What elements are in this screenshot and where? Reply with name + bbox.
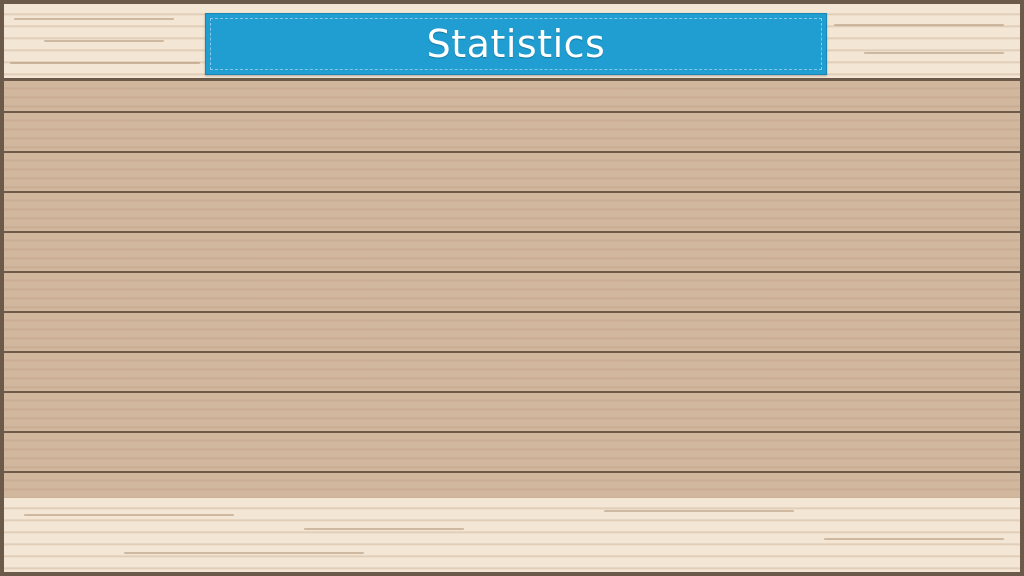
wood-plank-board	[4, 78, 1020, 502]
bottom-wood-strip	[4, 498, 1020, 572]
title-banner: Statistics	[205, 13, 827, 75]
page-title: Statistics	[426, 22, 606, 66]
